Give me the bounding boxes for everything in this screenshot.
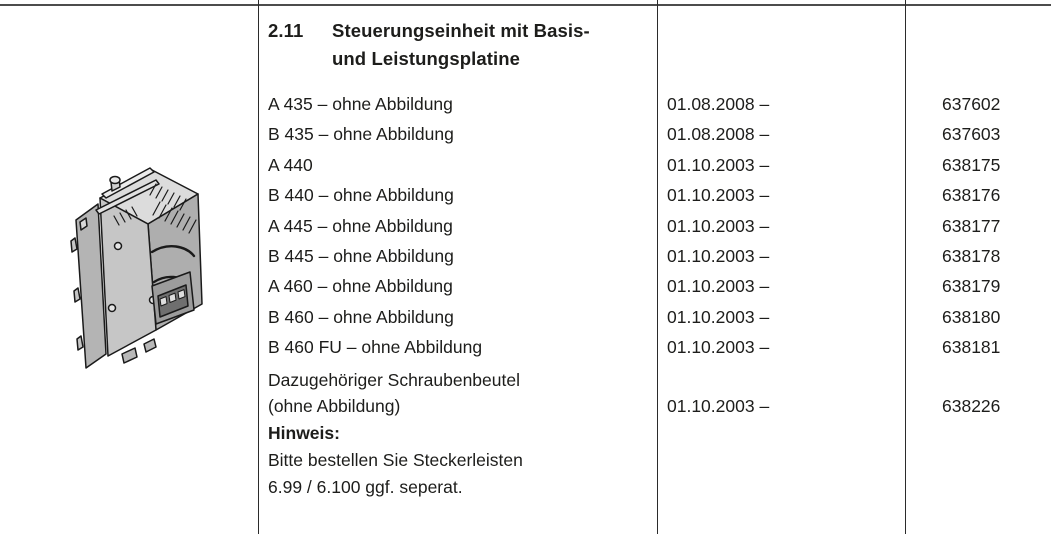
item-part-number: 638175 xyxy=(942,154,1001,175)
section-title-line2: und Leistungsplatine xyxy=(332,48,521,69)
item-date-range: 01.10.2003 – xyxy=(667,245,770,266)
item-part-number: 637603 xyxy=(942,124,1001,145)
item-part-number: 637602 xyxy=(942,94,1001,114)
item-part-number: 638179 xyxy=(942,276,1001,297)
item-date-range: 01.10.2003 – xyxy=(667,306,770,327)
column-divider-1 xyxy=(258,0,259,534)
table-row: Dazugehöriger Schraubenbeutel (ohne Abbil… xyxy=(258,363,1051,420)
item-description: A 440 xyxy=(268,154,313,175)
item-description: A 445 – ohne Abbildung xyxy=(268,215,453,236)
parts-table-body: A 435 – ohne Abbildung 01.08.2008 – 6376… xyxy=(258,89,1051,420)
table-row: B 440 – ohne Abbildung 01.10.2003 – 6381… xyxy=(258,180,1051,210)
item-date-range: 01.08.2008 – xyxy=(667,94,770,114)
note-block: Hinweis: Bitte bestellen Sie Steckerleis… xyxy=(258,420,1051,501)
item-description: Dazugehöriger Schraubenbeutel (ohne Abbil… xyxy=(268,369,520,417)
column-divider-3 xyxy=(905,0,906,534)
table-row: B 460 – ohne Abbildung 01.10.2003 – 6381… xyxy=(258,302,1051,332)
column-divider-2 xyxy=(657,0,658,534)
item-description: B 445 – ohne Abbildung xyxy=(268,245,454,266)
table-row: A 440 01.10.2003 – 638175 xyxy=(258,150,1051,180)
item-date-range: 01.10.2003 – xyxy=(667,337,770,358)
item-date-range: 01.10.2003 – xyxy=(667,276,770,297)
note-line1: Bitte bestellen Sie Steckerleisten xyxy=(268,449,523,470)
vent-slats xyxy=(113,183,197,234)
section-number: 2.11 xyxy=(268,20,304,41)
item-description: B 460 FU – ohne Abbildung xyxy=(268,337,483,358)
item-date-range: 01.10.2003 – xyxy=(667,215,770,236)
section-title-line1: Steuerungseinheit mit Basis- xyxy=(332,20,590,41)
item-description: A 435 – ohne Abbildung xyxy=(268,94,453,114)
back-plate xyxy=(70,203,107,369)
housing xyxy=(95,167,203,357)
table-row: A 445 – ohne Abbildung 01.10.2003 – 6381… xyxy=(258,211,1051,241)
bottom-feet xyxy=(121,338,157,364)
table-row: B 460 FU – ohne Abbildung 01.10.2003 – 6… xyxy=(258,332,1051,362)
item-description: B 460 – ohne Abbildung xyxy=(268,306,454,327)
table-row: A 435 – ohne Abbildung 01.08.2008 – 6376… xyxy=(258,89,1051,119)
control-unit-illustration-icon xyxy=(70,167,203,369)
item-date-range: 01.10.2003 – xyxy=(667,185,770,206)
item-part-number: 638180 xyxy=(942,306,1001,327)
item-part-number: 638178 xyxy=(942,245,1001,266)
connector-block xyxy=(151,271,195,325)
item-description: B 440 – ohne Abbildung xyxy=(268,185,454,206)
item-description: A 460 – ohne Abbildung xyxy=(268,276,453,297)
item-date-range: 01.08.2008 – xyxy=(667,124,770,145)
item-date-range: 01.10.2003 – xyxy=(667,396,770,417)
item-part-number: 638177 xyxy=(942,215,1001,236)
item-date-range: 01.10.2003 – xyxy=(667,154,770,175)
table-row: B 445 – ohne Abbildung 01.10.2003 – 6381… xyxy=(258,241,1051,271)
section-title: 2.11 Steuerungseinheit mit Basis- und Le… xyxy=(258,0,1051,73)
note-label: Hinweis: xyxy=(268,422,340,443)
item-part-number: 638226 xyxy=(942,396,1001,417)
item-part-number: 638176 xyxy=(942,185,1001,206)
top-horizontal-rule xyxy=(0,4,1051,6)
item-description: B 435 – ohne Abbildung xyxy=(268,124,454,145)
table-row: B 435 – ohne Abbildung 01.08.2008 – 6376… xyxy=(258,119,1051,149)
section-title-text: Steuerungseinheit mit Basis- und Leistun… xyxy=(332,17,590,73)
item-part-number: 638181 xyxy=(942,337,1001,358)
note-line2: 6.99 / 6.100 ggf. seperat. xyxy=(268,476,463,497)
section-content: 2.11 Steuerungseinheit mit Basis- und Le… xyxy=(258,0,1051,501)
table-row: A 460 – ohne Abbildung 01.10.2003 – 6381… xyxy=(258,271,1051,301)
